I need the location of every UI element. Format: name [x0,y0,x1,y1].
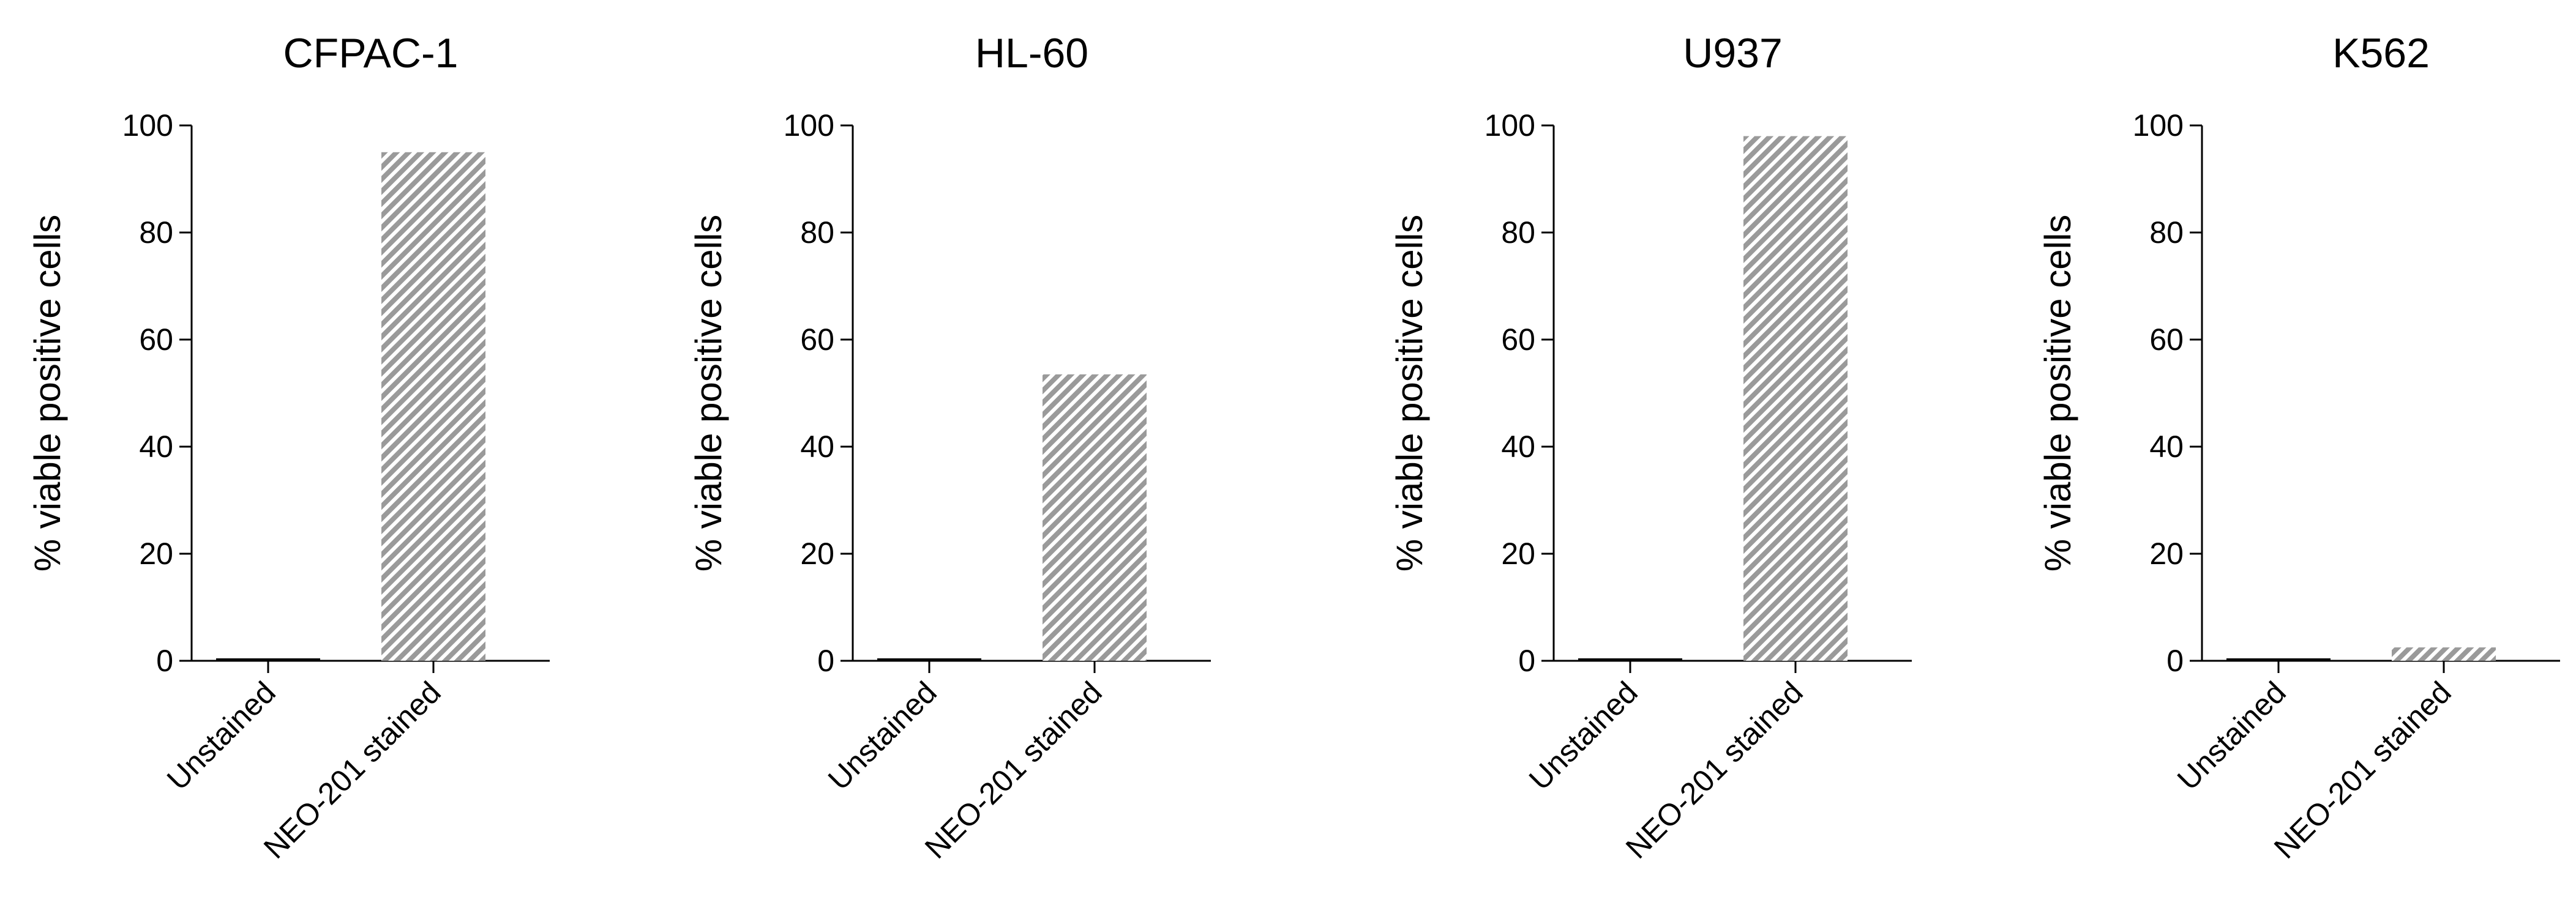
x-category-label: Unstained [822,675,943,797]
x-category-label: Unstained [160,675,282,797]
bar-neo-201-stained [2392,647,2496,661]
x-category-label: NEO-201 stained [1619,675,1810,865]
y-tick-label: 60 [2149,322,2184,357]
chart-title: U937 [1683,30,1783,76]
y-tick-label: 0 [817,644,834,678]
y-tick-label: 40 [139,430,173,464]
y-tick-label: 20 [1501,537,1535,571]
chart-title: CFPAC-1 [283,30,459,76]
y-axis-label: % viable positive cells [27,215,68,572]
y-tick-label: 40 [1501,430,1535,464]
bar-neo-201-stained [1743,136,1848,661]
y-axis-label: % viable positive cells [1389,215,1430,572]
y-tick-label: 60 [139,322,173,357]
bar-unstained [877,658,981,661]
y-tick-label: 40 [2149,430,2184,464]
chart-panel-4: K562 % viable positive cells 0 20 40 60 80 100 U… [2037,30,2560,865]
bar-unstained [2226,658,2331,661]
y-tick-label: 0 [1518,644,1535,678]
chart-title: K562 [2332,30,2430,76]
x-category-label: NEO-201 stained [2267,675,2458,865]
y-tick-label: 20 [800,537,834,571]
y-tick-label: 20 [2149,537,2184,571]
y-tick-label: 60 [800,322,834,357]
chart-title: HL-60 [975,30,1088,76]
y-tick-label: 100 [2133,108,2184,143]
y-tick-label: 100 [1485,108,1535,143]
y-tick-label: 100 [784,108,834,143]
x-category-label: NEO-201 stained [257,675,447,865]
chart-panel-3: U937 % viable positive cells 0 20 40 60 80 100 U… [1389,30,1912,865]
y-axis-label: % viable positive cells [688,215,729,572]
y-tick-label: 0 [156,644,173,678]
bar-unstained [216,658,320,661]
y-tick-label: 80 [139,215,173,250]
y-tick-label: 80 [1501,215,1535,250]
y-tick-label: 0 [2166,644,2184,678]
bar-neo-201-stained [1043,374,1147,661]
chart-panel-1: CFPAC-1 % viable positive cells 0 20 40 60 80 1… [27,30,550,865]
y-tick-label: 80 [800,215,834,250]
x-category-label: NEO-201 stained [918,675,1109,865]
y-tick-label: 20 [139,537,173,571]
x-category-label: Unstained [2171,675,2293,797]
x-category-label: Unstained [1522,675,1644,797]
bar-unstained [1578,658,1682,661]
y-tick-label: 100 [122,108,173,143]
y-tick-label: 40 [800,430,834,464]
bar-neo-201-stained [381,152,485,661]
y-axis-label: % viable positive cells [2037,215,2078,572]
chart-panel-2: HL-60 % viable positive cells 0 20 40 60 80 100… [688,30,1211,865]
y-tick-label: 80 [2149,215,2184,250]
y-tick-label: 60 [1501,322,1535,357]
